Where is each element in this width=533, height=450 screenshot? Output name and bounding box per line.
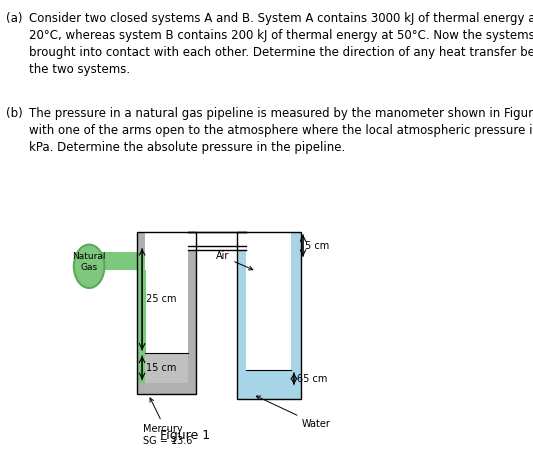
Bar — [188, 232, 197, 395]
Bar — [136, 232, 197, 395]
Bar — [237, 232, 301, 400]
Bar — [145, 353, 188, 382]
Text: 25 cm: 25 cm — [146, 294, 177, 304]
Bar — [136, 270, 146, 382]
Bar — [246, 370, 291, 387]
Text: Consider two closed systems A and B. System A contains 3000 kJ of thermal energy: Consider two closed systems A and B. Sys… — [29, 12, 533, 76]
Text: (a): (a) — [5, 12, 22, 25]
Text: (b): (b) — [5, 107, 22, 120]
Text: Mercury
SG = 13.6: Mercury SG = 13.6 — [143, 398, 193, 446]
Text: Air: Air — [216, 252, 253, 270]
Text: Natural
Gas: Natural Gas — [72, 252, 106, 272]
Text: The pressure in a natural gas pipeline is measured by the manometer shown in Fig: The pressure in a natural gas pipeline i… — [29, 107, 533, 153]
Bar — [246, 232, 291, 387]
Text: 15 cm: 15 cm — [146, 363, 176, 373]
Bar — [237, 232, 246, 400]
Bar — [188, 232, 246, 249]
Circle shape — [74, 245, 104, 288]
Bar — [145, 232, 188, 382]
Text: 5 cm: 5 cm — [305, 241, 329, 251]
Text: 65 cm: 65 cm — [297, 374, 327, 384]
Bar — [291, 232, 301, 400]
Bar — [136, 382, 197, 395]
Bar — [237, 387, 301, 400]
Text: Water: Water — [256, 396, 330, 429]
Bar — [101, 252, 146, 270]
Bar — [136, 232, 145, 395]
Text: Figure 1: Figure 1 — [160, 429, 211, 442]
